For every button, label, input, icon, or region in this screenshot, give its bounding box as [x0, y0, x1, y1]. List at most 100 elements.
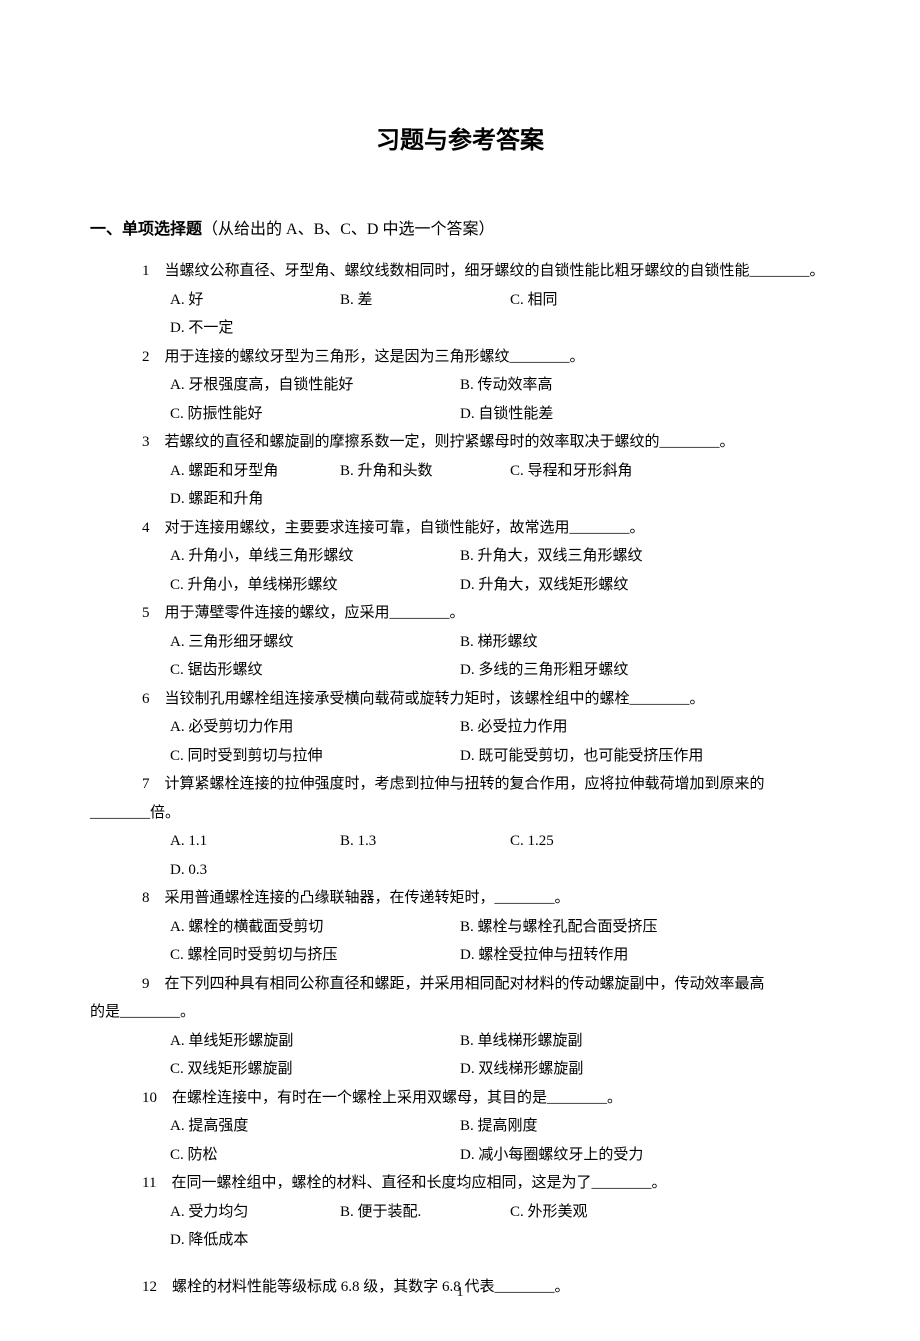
question-text: 用于薄壁零件连接的螺纹，应采用 [165, 605, 390, 621]
option: D. 减小每圈螺纹牙上的受力 [460, 1141, 750, 1170]
question-text: 当螺纹公称直径、牙型角、螺纹线数相同时，细牙螺纹的自锁性能比粗牙螺纹的自锁性能 [165, 263, 750, 279]
option: A. 提高强度 [170, 1112, 460, 1141]
question-stem: 6 当铰制孔用螺栓组连接承受横向载荷或旋转力矩时，该螺栓组中的螺栓_______… [142, 685, 830, 714]
option: B. 传动效率高 [460, 371, 750, 400]
option: B. 1.3 [340, 827, 510, 856]
question: 6 当铰制孔用螺栓组连接承受横向载荷或旋转力矩时，该螺栓组中的螺栓_______… [142, 685, 830, 714]
section-header-rest: （从给出的 A、B、C、D 中选一个答案） [202, 221, 494, 238]
option: A. 牙根强度高，自锁性能好 [170, 371, 460, 400]
question-stem: 1 当螺纹公称直径、牙型角、螺纹线数相同时，细牙螺纹的自锁性能比粗牙螺纹的自锁性… [142, 257, 830, 286]
blank: ________ [660, 434, 720, 450]
question: 10 在螺栓连接中，有时在一个螺栓上采用双螺母，其目的是________。 [142, 1084, 830, 1113]
question-stem: 5 用于薄壁零件连接的螺纹，应采用________。 [142, 599, 830, 628]
section-header-bold: 一、单项选择题 [90, 221, 202, 238]
question-text-post: 。 [690, 691, 705, 707]
question-text: 在同一螺栓组中，螺栓的材料、直径和长度均应相同，这是为了 [171, 1175, 591, 1191]
question-number: 4 [142, 520, 150, 536]
question: 8 采用普通螺栓连接的凸缘联轴器，在传递转矩时，________。 [142, 884, 830, 913]
question-stem: 11 在同一螺栓组中，螺栓的材料、直径和长度均应相同，这是为了________。 [142, 1169, 830, 1198]
option: C. 锯齿形螺纹 [170, 656, 460, 685]
question-text: 计算紧螺栓连接的拉伸强度时，考虑到拉伸与扭转的复合作用，应将拉伸载荷增加到原来的 [165, 776, 765, 792]
document-page: 习题与参考答案 一、单项选择题（从给出的 A、B、C、D 中选一个答案） 1 当… [0, 0, 920, 1341]
question-text: 若螺纹的直径和螺旋副的摩擦系数一定，则拧紧螺母时的效率取决于螺纹的 [165, 434, 660, 450]
option: A. 受力均匀 [170, 1198, 340, 1227]
options-row: C. 升角小，单线梯形螺纹D. 升角大，双线矩形螺纹 [170, 571, 830, 600]
question-stem: 10 在螺栓连接中，有时在一个螺栓上采用双螺母，其目的是________。 [142, 1084, 830, 1113]
question-number: 3 [142, 434, 150, 450]
option: C. 双线矩形螺旋副 [170, 1055, 460, 1084]
option: D. 多线的三角形粗牙螺纹 [460, 656, 750, 685]
blank: ________ [495, 890, 555, 906]
question: 7 计算紧螺栓连接的拉伸强度时，考虑到拉伸与扭转的复合作用，应将拉伸载荷增加到原… [142, 770, 830, 799]
blank: ________ [570, 520, 630, 536]
blank: ________ [547, 1090, 607, 1106]
question-number: 9 [142, 976, 150, 992]
question-stem: 7 计算紧螺栓连接的拉伸强度时，考虑到拉伸与扭转的复合作用，应将拉伸载荷增加到原… [142, 770, 830, 799]
question-number: 5 [142, 605, 150, 621]
option: A. 三角形细牙螺纹 [170, 628, 460, 657]
option: D. 螺栓受拉伸与扭转作用 [460, 941, 750, 970]
question-stem: 3 若螺纹的直径和螺旋副的摩擦系数一定，则拧紧螺母时的效率取决于螺纹的_____… [142, 428, 830, 457]
question-stem: 9 在下列四种具有相同公称直径和螺距，并采用相同配对材料的传动螺旋副中，传动效率… [142, 970, 830, 999]
question-text-post: 。 [555, 890, 570, 906]
option: B. 升角大，双线三角形螺纹 [460, 542, 750, 571]
options-row: A. 好B. 差C. 相同 D. 不一定 [170, 286, 830, 343]
option: C. 导程和牙形斜角 [510, 457, 680, 486]
question: 1 当螺纹公称直径、牙型角、螺纹线数相同时，细牙螺纹的自锁性能比粗牙螺纹的自锁性… [142, 257, 830, 286]
question: 2 用于连接的螺纹牙型为三角形，这是因为三角形螺纹________。 [142, 343, 830, 372]
option: B. 梯形螺纹 [460, 628, 750, 657]
spacer [90, 1255, 830, 1273]
options-row: C. 螺栓同时受剪切与挤压D. 螺栓受拉伸与扭转作用 [170, 941, 830, 970]
question: 9 在下列四种具有相同公称直径和螺距，并采用相同配对材料的传动螺旋副中，传动效率… [142, 970, 830, 999]
option: D. 既可能受剪切，也可能受挤压作用 [460, 742, 750, 771]
question-number: 8 [142, 890, 150, 906]
blank: ________ [750, 263, 810, 279]
option: A. 单线矩形螺旋副 [170, 1027, 460, 1056]
option: A. 必受剪切力作用 [170, 713, 460, 742]
option: B. 螺栓与螺栓孔配合面受挤压 [460, 913, 750, 942]
question-number: 11 [142, 1175, 156, 1191]
options-row: C. 防松D. 减小每圈螺纹牙上的受力 [170, 1141, 830, 1170]
option: D. 不一定 [170, 314, 340, 343]
options-row: C. 双线矩形螺旋副D. 双线梯形螺旋副 [170, 1055, 830, 1084]
question-text-post: 。 [630, 520, 645, 536]
question-text-post: 。 [570, 349, 585, 365]
question-continuation: 的是________。 [90, 998, 830, 1027]
option: C. 防松 [170, 1141, 460, 1170]
option: B. 差 [340, 286, 510, 315]
option: C. 相同 [510, 286, 680, 315]
questions-list: 1 当螺纹公称直径、牙型角、螺纹线数相同时，细牙螺纹的自锁性能比粗牙螺纹的自锁性… [90, 257, 830, 1301]
option: B. 升角和头数 [340, 457, 510, 486]
options-row: A. 单线矩形螺旋副B. 单线梯形螺旋副 [170, 1027, 830, 1056]
page-number: 1 [0, 1285, 920, 1301]
option: C. 同时受到剪切与拉伸 [170, 742, 460, 771]
option: D. 0.3 [170, 856, 340, 885]
options-row: A. 牙根强度高，自锁性能好B. 传动效率高 [170, 371, 830, 400]
question-text-post: 。 [450, 605, 465, 621]
option: C. 升角小，单线梯形螺纹 [170, 571, 460, 600]
option: D. 螺距和升角 [170, 485, 340, 514]
options-row: A. 必受剪切力作用B. 必受拉力作用 [170, 713, 830, 742]
question-text: 当铰制孔用螺栓组连接承受横向载荷或旋转力矩时，该螺栓组中的螺栓 [165, 691, 630, 707]
options-row: A. 提高强度B. 提高刚度 [170, 1112, 830, 1141]
blank: ________ [591, 1175, 651, 1191]
blank: ________ [510, 349, 570, 365]
option: B. 必受拉力作用 [460, 713, 750, 742]
question: 4 对于连接用螺纹，主要要求连接可靠，自锁性能好，故常选用________。 [142, 514, 830, 543]
question-text-post: 。 [810, 263, 825, 279]
options-row: A. 1.1B. 1.3C. 1.25D. 0.3 [170, 827, 830, 884]
question-stem: 4 对于连接用螺纹，主要要求连接可靠，自锁性能好，故常选用________。 [142, 514, 830, 543]
option: C. 螺栓同时受剪切与挤压 [170, 941, 460, 970]
option: C. 防振性能好 [170, 400, 460, 429]
question-number: 6 [142, 691, 150, 707]
question-stem: 2 用于连接的螺纹牙型为三角形，这是因为三角形螺纹________。 [142, 343, 830, 372]
option: C. 外形美观 [510, 1198, 680, 1227]
blank: ________ [630, 691, 690, 707]
option: A. 好 [170, 286, 340, 315]
question-text-post: 。 [720, 434, 735, 450]
section-header: 一、单项选择题（从给出的 A、B、C、D 中选一个答案） [90, 215, 830, 239]
option: A. 螺栓的横截面受剪切 [170, 913, 460, 942]
options-row: C. 防振性能好D. 自锁性能差 [170, 400, 830, 429]
blank: ________ [390, 605, 450, 621]
question-text: 在下列四种具有相同公称直径和螺距，并采用相同配对材料的传动螺旋副中，传动效率最高 [165, 976, 765, 992]
